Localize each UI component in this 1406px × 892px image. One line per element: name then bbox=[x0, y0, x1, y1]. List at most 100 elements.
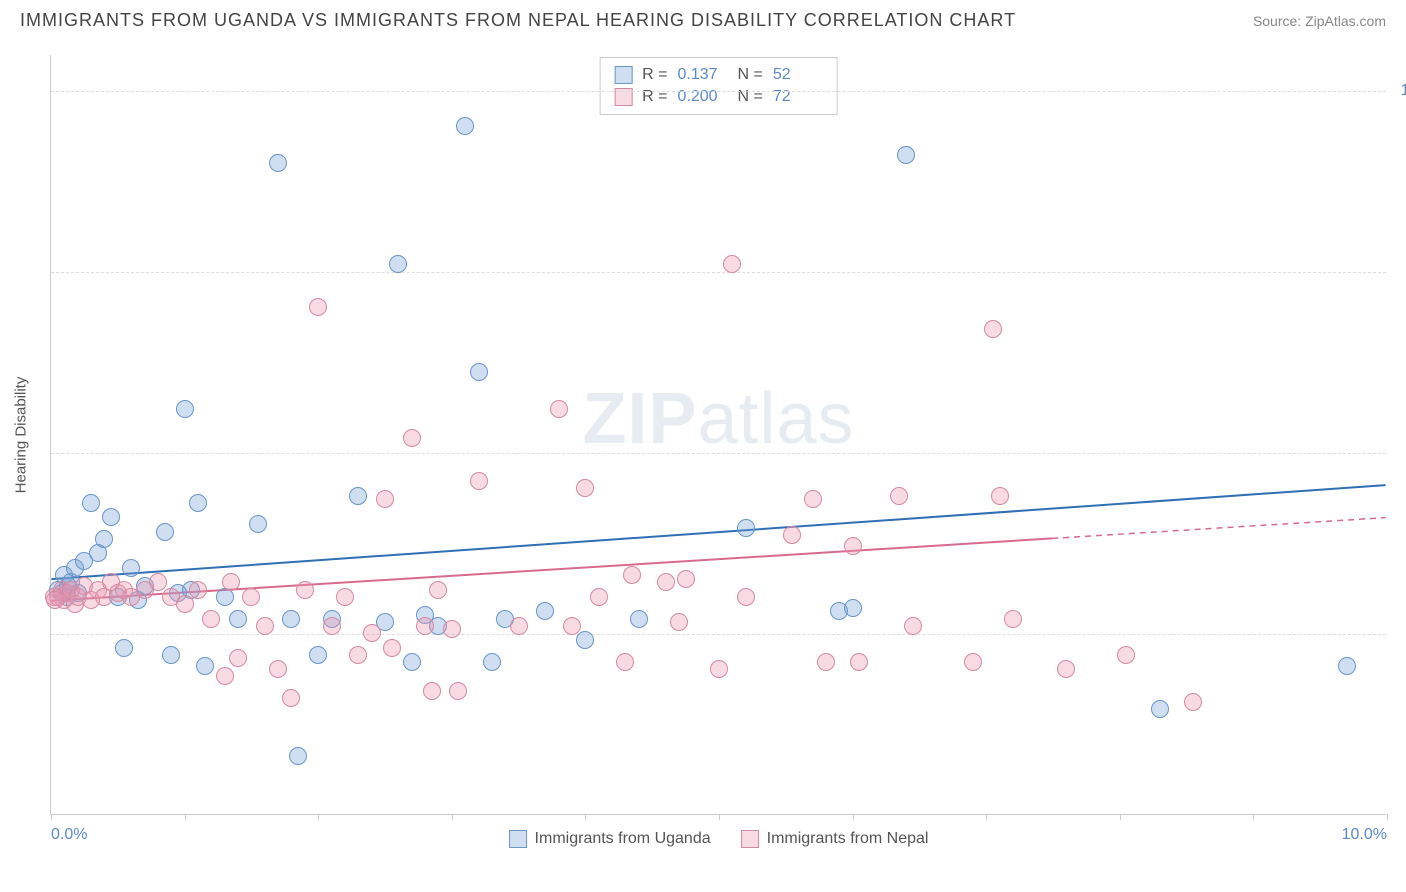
data-point bbox=[296, 581, 314, 599]
data-point bbox=[1338, 657, 1356, 675]
data-point bbox=[176, 400, 194, 418]
r-value: 0.137 bbox=[678, 66, 728, 84]
data-point bbox=[269, 660, 287, 678]
data-point bbox=[229, 610, 247, 628]
data-point bbox=[389, 255, 407, 273]
data-point bbox=[189, 494, 207, 512]
data-point bbox=[309, 298, 327, 316]
scatter-chart: Hearing Disability ZIPatlas R = 0.137 N … bbox=[50, 55, 1386, 815]
data-point bbox=[115, 639, 133, 657]
data-point bbox=[176, 595, 194, 613]
data-point bbox=[804, 490, 822, 508]
data-point bbox=[470, 472, 488, 490]
x-tick-mark bbox=[853, 814, 854, 820]
data-point bbox=[282, 610, 300, 628]
x-tick-label: 10.0% bbox=[1342, 826, 1387, 844]
data-point bbox=[783, 526, 801, 544]
legend-label: Immigrants from Nepal bbox=[767, 830, 929, 848]
data-point bbox=[349, 646, 367, 664]
gridline bbox=[51, 453, 1386, 454]
data-point bbox=[423, 682, 441, 700]
chart-header: IMMIGRANTS FROM UGANDA VS IMMIGRANTS FRO… bbox=[0, 0, 1406, 31]
data-point bbox=[1004, 610, 1022, 628]
gridline bbox=[51, 634, 1386, 635]
data-point bbox=[383, 639, 401, 657]
data-point bbox=[256, 617, 274, 635]
data-point bbox=[563, 617, 581, 635]
data-point bbox=[510, 617, 528, 635]
data-point bbox=[897, 146, 915, 164]
data-point bbox=[162, 646, 180, 664]
data-point bbox=[991, 487, 1009, 505]
data-point bbox=[616, 653, 634, 671]
y-tick-label: 7.5% bbox=[1391, 263, 1406, 281]
data-point bbox=[1184, 693, 1202, 711]
n-label: N = bbox=[738, 66, 763, 84]
data-point bbox=[710, 660, 728, 678]
legend-label: Immigrants from Uganda bbox=[535, 830, 711, 848]
data-point bbox=[336, 588, 354, 606]
data-point bbox=[363, 624, 381, 642]
gridline bbox=[51, 272, 1386, 273]
data-point bbox=[75, 552, 93, 570]
data-point bbox=[216, 667, 234, 685]
legend-swatch bbox=[741, 830, 759, 848]
data-point bbox=[456, 117, 474, 135]
data-point bbox=[964, 653, 982, 671]
data-point bbox=[844, 599, 862, 617]
data-point bbox=[623, 566, 641, 584]
data-point bbox=[449, 682, 467, 700]
x-tick-label: 0.0% bbox=[51, 826, 87, 844]
data-point bbox=[249, 515, 267, 533]
data-point bbox=[229, 649, 247, 667]
data-point bbox=[483, 653, 501, 671]
data-point bbox=[376, 490, 394, 508]
data-point bbox=[222, 573, 240, 591]
data-point bbox=[670, 613, 688, 631]
data-point bbox=[269, 154, 287, 172]
correlation-stats-box: R = 0.137 N = 52 R = 0.200 N = 72 bbox=[599, 57, 838, 115]
data-point bbox=[630, 610, 648, 628]
data-point bbox=[149, 573, 167, 591]
data-point bbox=[46, 591, 64, 609]
data-point bbox=[95, 530, 113, 548]
x-tick-mark bbox=[1253, 814, 1254, 820]
data-point bbox=[189, 581, 207, 599]
x-tick-mark bbox=[719, 814, 720, 820]
x-tick-mark bbox=[986, 814, 987, 820]
x-tick-mark bbox=[452, 814, 453, 820]
data-point bbox=[416, 617, 434, 635]
data-point bbox=[403, 653, 421, 671]
legend-item: Immigrants from Nepal bbox=[741, 830, 929, 848]
data-point bbox=[677, 570, 695, 588]
data-point bbox=[323, 617, 341, 635]
data-point bbox=[576, 631, 594, 649]
stats-row: R = 0.200 N = 72 bbox=[614, 86, 823, 108]
n-value: 52 bbox=[773, 66, 823, 84]
y-axis-label: Hearing Disability bbox=[13, 376, 30, 493]
data-point bbox=[196, 657, 214, 675]
data-point bbox=[576, 479, 594, 497]
y-tick-label: 10.0% bbox=[1391, 82, 1406, 100]
data-point bbox=[550, 400, 568, 418]
data-point bbox=[82, 494, 100, 512]
data-point bbox=[102, 508, 120, 526]
data-point bbox=[429, 581, 447, 599]
stats-row: R = 0.137 N = 52 bbox=[614, 64, 823, 86]
data-point bbox=[289, 747, 307, 765]
data-point bbox=[403, 429, 421, 447]
data-point bbox=[890, 487, 908, 505]
data-point bbox=[349, 487, 367, 505]
x-tick-mark bbox=[318, 814, 319, 820]
data-point bbox=[242, 588, 260, 606]
x-tick-mark bbox=[1387, 814, 1388, 820]
data-point bbox=[723, 255, 741, 273]
legend-item: Immigrants from Uganda bbox=[509, 830, 711, 848]
data-point bbox=[536, 602, 554, 620]
data-point bbox=[817, 653, 835, 671]
x-tick-mark bbox=[51, 814, 52, 820]
y-tick-label: 2.5% bbox=[1391, 625, 1406, 643]
data-point bbox=[282, 689, 300, 707]
chart-title: IMMIGRANTS FROM UGANDA VS IMMIGRANTS FRO… bbox=[20, 10, 1016, 31]
data-point bbox=[850, 653, 868, 671]
